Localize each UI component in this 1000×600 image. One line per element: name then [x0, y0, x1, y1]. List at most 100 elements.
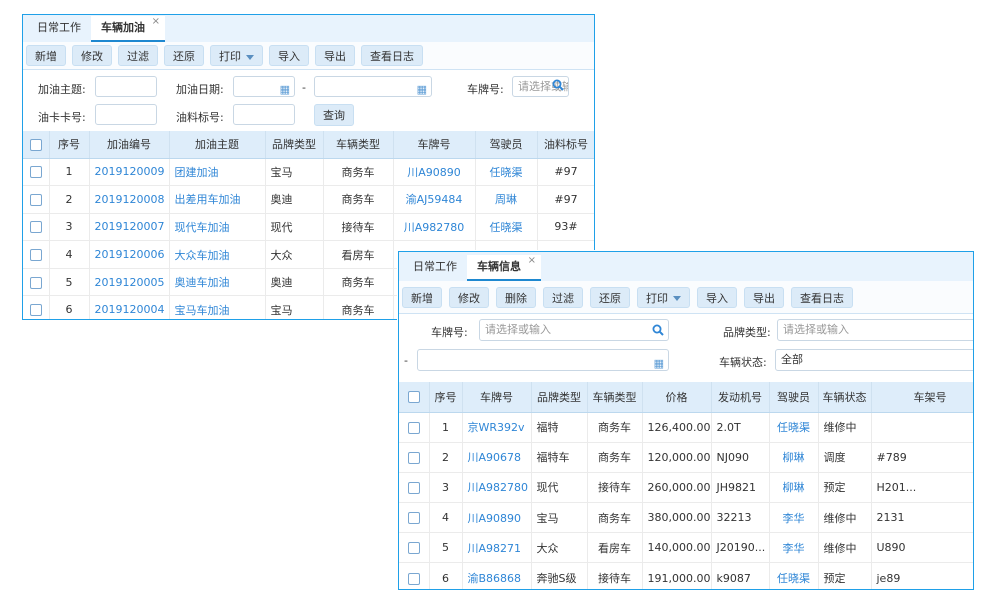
column-header[interactable]: 驾驶员 [475, 131, 538, 159]
toolbar-button[interactable]: 查看日志 [791, 286, 853, 308]
table-cell[interactable]: 2019120005 [89, 268, 170, 297]
column-header[interactable]: 车辆类型 [323, 131, 394, 159]
column-header[interactable]: 车架号 [871, 382, 973, 413]
query-button[interactable]: 查询 [314, 104, 354, 126]
grade-input[interactable] [233, 104, 295, 125]
toolbar-button[interactable]: 过滤 [118, 45, 158, 66]
column-header[interactable]: 油料标号 [537, 131, 594, 159]
checkbox[interactable] [407, 421, 420, 434]
table-cell[interactable]: 川A90678 [462, 442, 532, 473]
toolbar-button[interactable]: 打印 [637, 286, 690, 308]
column-header[interactable]: 加油主题 [169, 131, 266, 159]
date-input[interactable]: ▦ [417, 349, 669, 371]
checkbox[interactable] [29, 193, 42, 206]
close-icon[interactable]: × [151, 16, 160, 27]
checkbox[interactable] [407, 572, 420, 585]
table-cell[interactable]: 川A982780 [393, 213, 476, 242]
column-header[interactable]: 品牌类型 [531, 382, 588, 413]
toolbar-button[interactable]: 查看日志 [361, 45, 423, 66]
column-header[interactable]: 序号 [49, 131, 90, 159]
checkbox[interactable] [407, 542, 420, 555]
table-cell[interactable]: 李华 [769, 502, 819, 534]
select-all-checkbox[interactable] [399, 382, 430, 413]
table-cell[interactable]: 李华 [769, 532, 819, 564]
column-header[interactable]: 加油编号 [89, 131, 170, 159]
row-checkbox[interactable] [399, 562, 430, 589]
checkbox[interactable] [407, 512, 420, 525]
table-cell[interactable]: 周琳 [475, 185, 538, 214]
toolbar-button[interactable]: 导入 [697, 286, 737, 308]
tab-vehicle-info[interactable]: 车辆信息 × [467, 255, 541, 281]
toolbar-button[interactable]: 修改 [449, 286, 489, 308]
table-cell[interactable]: 川A98271 [462, 532, 532, 564]
table-cell[interactable]: 京WR392v [462, 412, 532, 443]
row-checkbox[interactable] [23, 158, 50, 187]
table-row[interactable]: 3 川A982780 现代 接待车 260,000.00 JH9821 柳琳 预定 H201..… [399, 472, 973, 504]
table-row[interactable]: 2 川A90678 福特车 商务车 120,000.00 NJ090 柳琳 调度 #789 [399, 442, 973, 473]
checkbox[interactable] [29, 166, 42, 179]
column-header[interactable]: 车牌号 [393, 131, 476, 159]
date-end-input[interactable]: ▦ [314, 76, 432, 97]
table-row[interactable]: 2 2019120008 出差用车加油 奥迪 商务车 渝AJ59484 周琳 #97 [23, 185, 594, 214]
checkbox[interactable] [29, 276, 42, 289]
table-cell[interactable]: 2019120007 [89, 213, 170, 242]
table-cell[interactable]: 任晓渠 [475, 213, 538, 242]
table-cell[interactable]: 2019120009 [89, 158, 170, 187]
checkbox[interactable] [407, 481, 420, 494]
table-cell[interactable]: 柳琳 [769, 472, 819, 504]
tab-daily-work[interactable]: 日常工作 [37, 21, 81, 34]
table-cell[interactable]: 团建加油 [169, 158, 266, 187]
table-row[interactable]: 6 渝B86868 奔驰S级 接待车 191,000.00 k9087 任晓渠 预定 je89 [399, 562, 973, 589]
table-cell[interactable]: 柳琳 [769, 442, 819, 473]
table-cell[interactable]: 川A90890 [462, 502, 532, 534]
table-cell[interactable]: 出差用车加油 [169, 185, 266, 214]
toolbar-button[interactable]: 删除 [496, 286, 536, 308]
column-header[interactable]: 车辆状态 [818, 382, 872, 413]
table-cell[interactable]: 任晓渠 [769, 412, 819, 443]
checkbox[interactable] [29, 221, 42, 234]
calendar-icon[interactable]: ▦ [416, 83, 427, 96]
table-cell[interactable]: 大众车加油 [169, 240, 266, 269]
toolbar-button[interactable]: 导出 [744, 286, 784, 308]
table-cell[interactable]: 现代车加油 [169, 213, 266, 242]
subject-input[interactable] [95, 76, 157, 97]
table-cell[interactable]: 任晓渠 [769, 562, 819, 589]
tab-vehicle-fuel[interactable]: 车辆加油 × [91, 16, 165, 42]
toolbar-button[interactable]: 修改 [72, 45, 112, 66]
table-row[interactable]: 1 京WR392v 福特 商务车 126,400.00 2.0T 任晓渠 维修中 [399, 412, 973, 443]
table-cell[interactable]: 川A982780 [462, 472, 532, 504]
table-cell[interactable]: 2019120006 [89, 240, 170, 269]
calendar-icon[interactable]: ▦ [653, 357, 664, 370]
column-header[interactable]: 价格 [642, 382, 712, 413]
card-input[interactable] [95, 104, 157, 125]
column-header[interactable]: 发动机号 [711, 382, 770, 413]
table-cell[interactable]: 渝AJ59484 [393, 185, 476, 214]
table-row[interactable]: 5 川A98271 大众 看房车 140,000.00 J20190... 李华 维修中 U89… [399, 532, 973, 564]
date-start-input[interactable]: ▦ [233, 76, 295, 97]
row-checkbox[interactable] [399, 442, 430, 473]
toolbar-button[interactable]: 打印 [210, 45, 263, 66]
table-cell[interactable]: 川A90890 [393, 158, 476, 187]
table-row[interactable]: 3 2019120007 现代车加油 现代 接待车 川A982780 任晓渠 93# [23, 213, 594, 242]
search-icon[interactable] [652, 324, 664, 336]
table-row[interactable]: 1 2019120009 团建加油 宝马 商务车 川A90890 任晓渠 #97 [23, 158, 594, 187]
table-row[interactable]: 4 川A90890 宝马 商务车 380,000.00 32213 李华 维修中 2131 [399, 502, 973, 534]
table-cell[interactable]: 渝B86868 [462, 562, 532, 589]
table-cell[interactable]: 2019120004 [89, 295, 170, 319]
column-header[interactable]: 序号 [429, 382, 463, 413]
row-checkbox[interactable] [23, 240, 50, 269]
checkbox[interactable] [29, 304, 42, 317]
table-cell[interactable]: 宝马车加油 [169, 295, 266, 319]
status-select[interactable]: 全部 [775, 349, 973, 371]
row-checkbox[interactable] [23, 268, 50, 297]
row-checkbox[interactable] [399, 412, 430, 443]
row-checkbox[interactable] [399, 472, 430, 504]
calendar-icon[interactable]: ▦ [279, 83, 290, 96]
checkbox[interactable] [407, 451, 420, 464]
checkbox[interactable] [29, 138, 42, 151]
toolbar-button[interactable]: 导入 [269, 45, 309, 66]
table-cell[interactable]: 任晓渠 [475, 158, 538, 187]
select-all-checkbox[interactable] [23, 131, 50, 159]
checkbox[interactable] [407, 391, 420, 404]
table-cell[interactable]: 2019120008 [89, 185, 170, 214]
